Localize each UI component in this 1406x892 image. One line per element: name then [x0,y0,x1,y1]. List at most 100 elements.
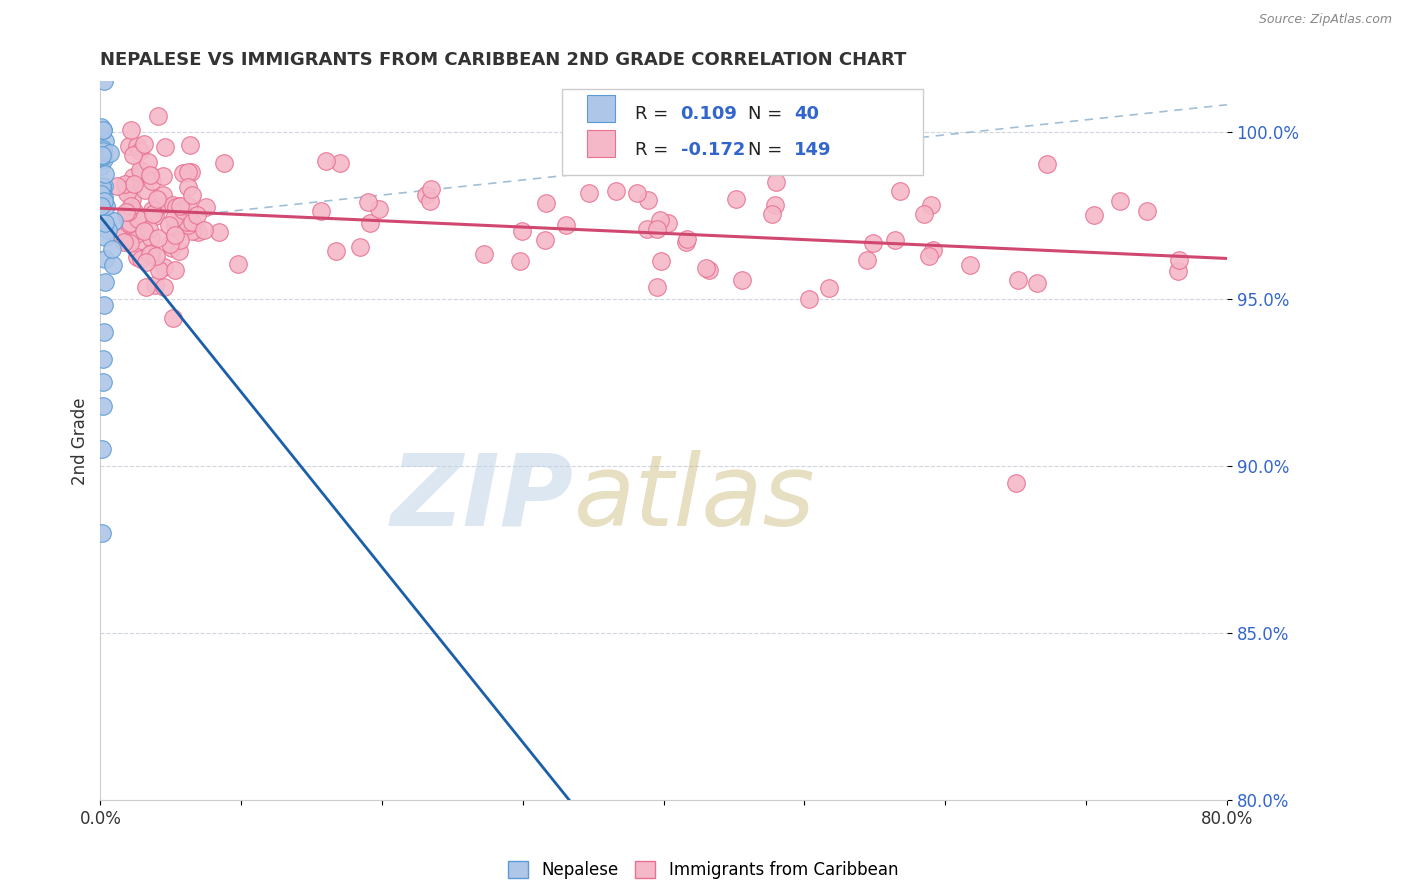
Point [1083,208,1105,222]
Point [605,184,627,198]
Point [153,280,176,294]
Point [152,188,174,202]
Point [699,263,721,277]
Point [177,219,200,233]
Point [1109,194,1132,208]
Point [167,198,190,212]
Point [1007,273,1029,287]
Point [117,186,139,201]
Point [626,186,648,200]
Point [959,258,981,272]
Point [177,180,200,194]
Point [135,279,157,293]
Point [127,235,149,250]
Point [94,252,117,266]
Point [419,182,441,196]
Point [118,217,141,231]
Point [91,399,114,413]
Point [97,223,120,237]
Point [636,222,658,236]
Point [765,175,787,189]
Text: -0.172: -0.172 [681,141,745,159]
Point [112,235,135,249]
Point [91,145,114,160]
Point [160,241,183,255]
Point [186,208,208,222]
Point [143,209,166,223]
Point [797,292,820,306]
Point [163,263,186,277]
Point [153,260,176,274]
Text: N =: N = [748,141,789,159]
Point [132,211,155,226]
Point [139,169,162,183]
Point [94,216,117,230]
Point [157,218,180,232]
Point [110,230,132,244]
Point [172,165,194,179]
Point [367,202,389,216]
Point [90,199,112,213]
Point [357,195,380,210]
Point [1025,276,1047,290]
Point [509,253,531,268]
Point [212,156,235,170]
Point [132,224,155,238]
Point [90,160,112,174]
Point [101,242,124,256]
Point [169,199,191,213]
Point [761,207,783,221]
Point [135,255,157,269]
Point [884,233,907,247]
Point [131,165,153,179]
Point [359,216,381,230]
Point [657,216,679,230]
Point [90,186,112,200]
Text: NEPALESE VS IMMIGRANTS FROM CARIBBEAN 2ND GRADE CORRELATION CHART: NEPALESE VS IMMIGRANTS FROM CARIBBEAN 2N… [100,51,907,69]
Text: N =: N = [748,105,789,123]
Point [122,204,145,219]
Point [93,298,115,312]
Point [1167,264,1189,278]
Point [325,244,347,258]
Point [1004,475,1026,490]
Point [1036,157,1059,171]
Point [650,253,672,268]
Point [114,177,136,191]
Point [725,192,748,206]
Point [93,325,115,339]
Point [637,193,659,207]
Point [765,198,787,212]
Point [120,123,142,137]
Point [117,204,139,219]
Point [129,163,152,178]
Point [179,138,201,153]
Point [93,275,115,289]
Point [676,232,699,246]
Point [91,142,114,156]
Point [93,194,115,208]
Point [120,216,142,230]
Point [93,179,115,194]
Point [103,213,125,227]
Point [139,231,162,245]
Point [91,442,114,457]
Point [101,259,124,273]
Text: ZIP: ZIP [391,450,574,547]
Point [172,203,194,218]
Point [90,187,112,202]
Point [329,156,352,170]
Point [145,249,167,263]
Point [132,136,155,151]
Point [90,178,112,193]
FancyBboxPatch shape [562,88,922,175]
Point [139,169,162,183]
Text: 149: 149 [794,141,832,159]
Point [122,177,145,191]
Point [181,187,204,202]
Point [91,149,114,163]
Point [121,180,143,194]
Point [142,207,165,221]
Point [148,193,170,207]
Point [152,169,174,183]
